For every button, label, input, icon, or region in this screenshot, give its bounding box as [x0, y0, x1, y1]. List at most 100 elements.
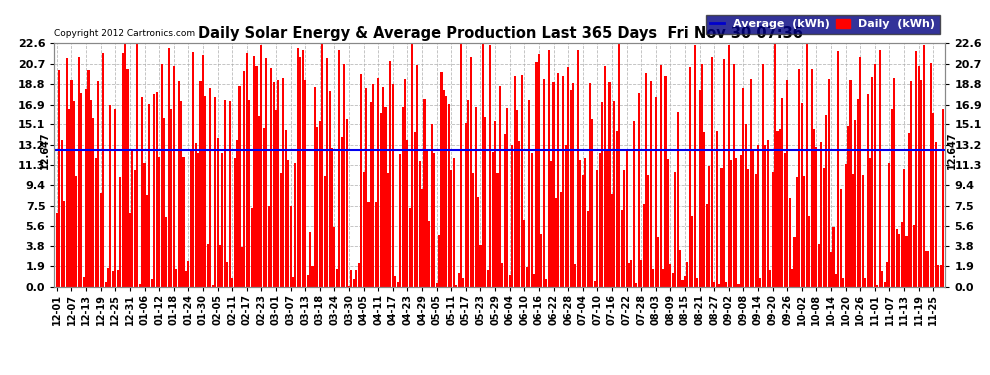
Bar	[786, 81, 788, 287]
Bar	[859, 57, 861, 287]
Bar	[229, 102, 231, 287]
Bar	[110, 105, 112, 287]
Bar	[209, 88, 211, 287]
Bar	[604, 66, 606, 287]
Bar	[911, 81, 913, 287]
Bar	[631, 260, 633, 287]
Bar	[137, 44, 139, 287]
Bar	[754, 174, 756, 287]
Bar	[63, 201, 65, 287]
Bar	[524, 220, 526, 287]
Bar	[550, 161, 552, 287]
Bar	[531, 153, 533, 287]
Bar	[504, 134, 506, 287]
Bar	[686, 261, 688, 287]
Bar	[516, 110, 518, 287]
Bar	[58, 70, 60, 287]
Bar	[699, 90, 701, 287]
Bar	[321, 44, 324, 287]
Bar	[828, 79, 830, 287]
Bar	[429, 221, 431, 287]
Bar	[372, 84, 374, 287]
Bar	[823, 168, 825, 287]
Bar	[105, 282, 107, 287]
Bar	[579, 160, 581, 287]
Bar	[609, 82, 611, 287]
Bar	[158, 157, 160, 287]
Bar	[360, 74, 362, 287]
Bar	[411, 44, 414, 287]
Bar	[611, 194, 613, 287]
Bar	[465, 123, 467, 287]
Bar	[272, 82, 274, 287]
Bar	[623, 170, 625, 287]
Bar	[392, 84, 394, 287]
Bar	[757, 145, 759, 287]
Bar	[908, 133, 910, 287]
Bar	[282, 78, 284, 287]
Bar	[421, 189, 423, 287]
Bar	[160, 64, 162, 287]
Bar	[404, 79, 406, 287]
Bar	[441, 72, 443, 287]
Bar	[808, 216, 810, 287]
Bar	[721, 168, 723, 287]
Bar	[212, 285, 214, 287]
Bar	[923, 45, 925, 287]
Bar	[297, 48, 299, 287]
Bar	[477, 196, 479, 287]
Bar	[199, 81, 202, 287]
Bar	[701, 64, 703, 287]
Bar	[713, 282, 715, 287]
Bar	[447, 104, 449, 287]
Bar	[55, 213, 58, 287]
Bar	[192, 52, 194, 287]
Bar	[202, 54, 204, 287]
Bar	[87, 70, 89, 287]
Bar	[731, 159, 733, 287]
Bar	[382, 87, 384, 287]
Bar	[487, 270, 489, 287]
Bar	[616, 131, 618, 287]
Bar	[92, 118, 94, 287]
Legend: Average  (kWh), Daily  (kWh): Average (kWh), Daily (kWh)	[706, 15, 940, 33]
Bar	[265, 58, 267, 287]
Bar	[876, 285, 878, 287]
Bar	[842, 278, 844, 287]
Bar	[379, 113, 382, 287]
Title: Daily Solar Energy & Average Production Last 365 Days  Fri Nov 30 07:36: Daily Solar Energy & Average Production …	[198, 26, 802, 40]
Bar	[317, 127, 319, 287]
Bar	[545, 279, 547, 287]
Bar	[472, 173, 474, 287]
Bar	[241, 247, 243, 287]
Bar	[779, 129, 781, 287]
Bar	[289, 206, 292, 287]
Bar	[267, 206, 269, 287]
Bar	[726, 282, 728, 287]
Bar	[239, 86, 241, 287]
Bar	[672, 273, 674, 287]
Bar	[793, 237, 796, 287]
Bar	[180, 101, 182, 287]
Bar	[801, 103, 803, 287]
Bar	[723, 59, 725, 287]
Bar	[840, 189, 842, 287]
Bar	[95, 158, 97, 287]
Bar	[424, 99, 426, 287]
Bar	[928, 251, 930, 287]
Bar	[759, 278, 761, 287]
Bar	[599, 153, 601, 287]
Bar	[798, 69, 801, 287]
Bar	[676, 112, 679, 287]
Bar	[835, 274, 837, 287]
Bar	[871, 76, 873, 287]
Bar	[589, 82, 591, 287]
Bar	[706, 204, 708, 287]
Bar	[409, 208, 411, 287]
Bar	[506, 108, 508, 287]
Bar	[402, 107, 404, 287]
Bar	[898, 234, 900, 287]
Bar	[450, 170, 452, 287]
Bar	[762, 64, 764, 287]
Bar	[657, 237, 659, 287]
